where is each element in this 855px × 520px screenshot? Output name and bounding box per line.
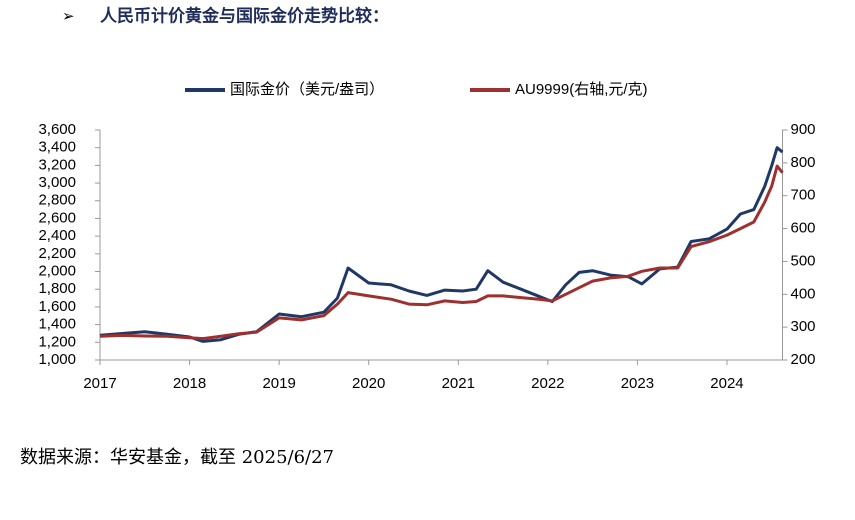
- y-tick-label: 2,800: [38, 192, 76, 209]
- y-tick-label: 1,600: [38, 298, 76, 315]
- y2-tick-label: 800: [791, 154, 816, 171]
- chart-title: 人民币计价黄金与国际金价走势比较：: [100, 6, 389, 27]
- y2-tick-label: 900: [791, 121, 816, 138]
- y-tick-label: 1,800: [38, 280, 76, 297]
- y-tick-label: 2,600: [38, 209, 76, 226]
- series-line: [99, 164, 784, 341]
- x-tick-label: 2024: [710, 375, 743, 392]
- x-tick-label: 2017: [83, 375, 116, 392]
- x-tick-label: 2022: [531, 375, 564, 392]
- y-tick-label: 2,000: [38, 263, 76, 280]
- y2-tick-label: 700: [791, 187, 816, 204]
- y2-tick-label: 500: [791, 252, 816, 269]
- y-tick-label: 2,200: [38, 245, 76, 262]
- y-tick-label: 2,400: [38, 227, 76, 244]
- x-tick-label: 2019: [262, 375, 295, 392]
- source-note: 数据来源：华安基金，截至 2025/6/27: [20, 447, 334, 468]
- legend-label: AU9999(右轴,元/克): [515, 81, 648, 98]
- y2-tick-label: 200: [791, 351, 816, 368]
- y2-tick-label: 300: [791, 318, 816, 335]
- y-tick-label: 1,400: [38, 316, 76, 333]
- bullet: ➢: [62, 8, 75, 25]
- y-tick-label: 1,000: [38, 351, 76, 368]
- y-tick-label: 1,200: [38, 333, 76, 350]
- x-tick-label: 2023: [621, 375, 654, 392]
- y2-tick-label: 600: [791, 220, 816, 237]
- series-line: [99, 146, 784, 343]
- x-tick-label: 2020: [352, 375, 385, 392]
- y2-tick-label: 400: [791, 285, 816, 302]
- y-tick-label: 3,000: [38, 174, 76, 191]
- legend-label: 国际金价（美元/盎司）: [230, 81, 384, 98]
- x-tick-label: 2021: [442, 375, 475, 392]
- x-tick-label: 2018: [173, 375, 206, 392]
- y-tick-label: 3,400: [38, 139, 76, 156]
- y-tick-label: 3,200: [38, 156, 76, 173]
- y-tick-label: 3,600: [38, 121, 76, 138]
